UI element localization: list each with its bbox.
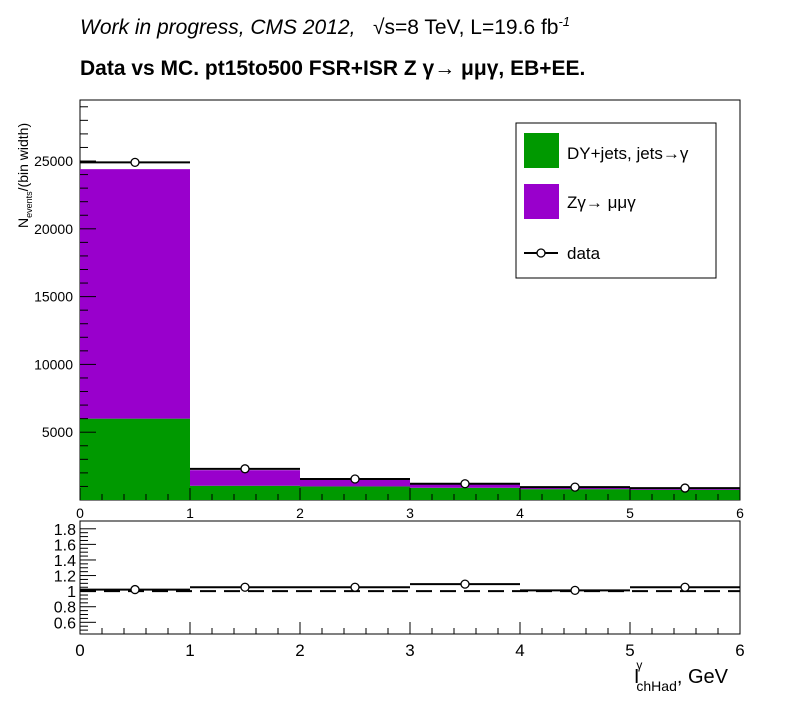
ratio-y-tick-label: 1.2	[54, 569, 76, 586]
bar-zg-bin-0	[80, 169, 190, 419]
ratio-x-tick-label: 6	[735, 641, 744, 660]
y-axis-label-sub: events	[24, 191, 34, 218]
data-point	[130, 157, 140, 168]
y-axis-label-main: N	[15, 218, 31, 228]
ratio-x-tick-label: 2	[295, 641, 304, 660]
data-point	[460, 479, 470, 489]
y-tick-label: 10000	[34, 356, 73, 372]
y-tick-label: 5000	[42, 424, 73, 440]
bar-dy-bin-1	[190, 485, 300, 500]
ratio-x-tick-label: 4	[515, 641, 524, 660]
ratio-point	[460, 579, 470, 589]
title-main: Work in progress, CMS 2012,	[80, 16, 356, 39]
title-exponent: -1	[558, 14, 571, 29]
main-y-axis: 5000 10000 15000 20000 25000	[34, 106, 96, 487]
x-axis-label-main: I	[634, 666, 640, 688]
legend-swatch-zg	[524, 184, 559, 219]
legend-label-zg: Zγ→ μμγ	[567, 193, 636, 212]
x-axis-label-rest: , GeV	[677, 666, 729, 688]
x-tick-label: 5	[626, 505, 634, 521]
legend-label-data: data	[567, 244, 601, 263]
x-axis-label-sub: chHad	[636, 678, 676, 694]
ratio-y-tick-label: 1.8	[54, 522, 76, 539]
data-point	[240, 464, 250, 474]
x-tick-label: 6	[736, 505, 744, 521]
x-axis-label-sup: γ	[636, 658, 642, 672]
x-tick-label: 2	[296, 505, 304, 521]
ratio-x-tick-label: 0	[75, 641, 84, 660]
ratio-point	[240, 582, 250, 592]
ratio-x-tick-label: 1	[185, 641, 194, 660]
legend: DY+jets, jets→γ Zγ→ μμγ data	[515, 122, 717, 279]
x-tick-label: 4	[516, 505, 524, 521]
x-tick-label: 1	[186, 505, 194, 521]
bar-dy-bin-3	[410, 487, 520, 500]
ratio-plot-frame	[79, 520, 741, 635]
ratio-point	[680, 582, 690, 592]
x-axis-label: Iγ chHad, GeV	[634, 658, 729, 694]
title-energy: √s=8 TeV, L=19.6 fb	[372, 16, 559, 39]
bar-dy-bin-4	[520, 489, 630, 500]
legend-data-marker	[536, 248, 546, 258]
y-tick-label: 15000	[34, 289, 73, 305]
main-plot-panel: 5000 10000 15000 20000 25000 0 1 2 3 4 5 6 Nevents…	[15, 99, 744, 521]
data-point	[350, 474, 360, 484]
y-axis-label: Nevents/(bin width)	[15, 123, 34, 228]
data-point	[570, 482, 580, 492]
data-series	[80, 157, 740, 493]
stacked-histogram	[80, 169, 740, 500]
legend-swatch-dy	[524, 133, 559, 168]
data-point	[680, 483, 690, 493]
y-axis-label-rest: /(bin width)	[15, 123, 31, 191]
ratio-y-tick-label: 1	[67, 584, 76, 601]
ratio-x-axis: 0 1 2 3 4 5 6	[75, 622, 745, 660]
ratio-data-series	[80, 579, 740, 596]
ratio-point	[350, 582, 360, 592]
legend-label-dy: DY+jets, jets→γ	[567, 144, 689, 163]
plot-title-line1: Work in progress, CMS 2012, √s=8 TeV, L=…	[80, 14, 570, 40]
y-tick-label: 20000	[34, 221, 73, 237]
x-tick-label: 3	[406, 505, 414, 521]
bar-dy-bin-2	[300, 486, 410, 500]
ratio-y-tick-label: 0.8	[54, 600, 76, 617]
ratio-y-tick-label: 1.6	[54, 537, 76, 554]
ratio-y-axis: 0.60.811.21.41.61.8	[54, 522, 96, 632]
ratio-x-tick-label: 3	[405, 641, 414, 660]
ratio-point	[570, 585, 580, 596]
plot-title-line2: Data vs MC. pt15to500 FSR+ISR Z γ→ μμγ, …	[80, 57, 586, 80]
ratio-x-tick-label: 5	[625, 641, 634, 660]
bar-zg-bin-1	[190, 470, 300, 486]
ratio-y-tick-label: 1.4	[54, 553, 76, 570]
y-tick-label: 25000	[34, 153, 73, 169]
x-tick-label: 0	[76, 505, 84, 521]
main-x-axis: 0 1 2 3 4 5 6	[76, 488, 744, 521]
bar-dy-bin-5	[630, 489, 740, 500]
ratio-point	[130, 584, 140, 595]
bar-dy-bin-0	[80, 418, 190, 500]
ratio-y-tick-label: 0.6	[54, 615, 76, 632]
